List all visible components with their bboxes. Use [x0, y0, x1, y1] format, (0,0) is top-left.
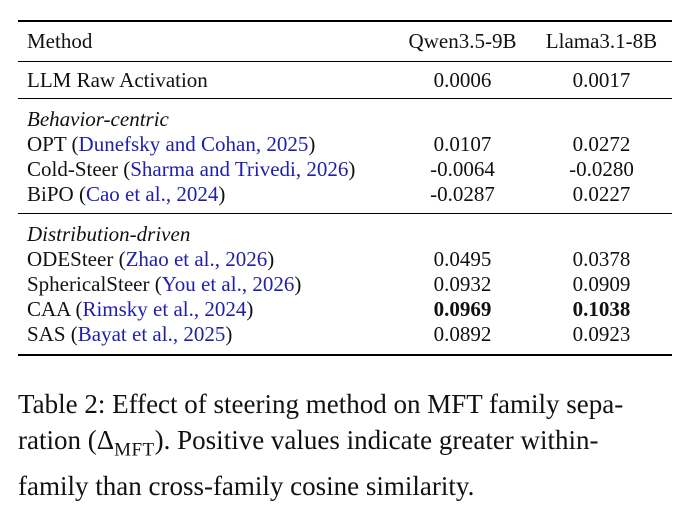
caption-line-2-start: ration (Δ [18, 425, 115, 455]
header-method: Method [27, 29, 93, 53]
raw-row-method: LLM Raw Activation [27, 68, 208, 92]
section-title-distribution: Distribution-driven [27, 222, 191, 246]
table-cell-qwen-best: 0.0969 [433, 297, 492, 321]
table-cell-llama: 0.0923 [572, 322, 631, 346]
method-name: SphericalSteer [27, 272, 150, 296]
raw-row-qwen: 0.0006 [433, 68, 492, 92]
paren-open: ( [66, 132, 79, 156]
table-cell-qwen: 0.0932 [433, 272, 492, 296]
citation-link[interactable]: You et al., 2026 [161, 272, 295, 296]
caption-line-2-end: ). Positive values indicate greater with… [154, 425, 599, 455]
raw-row-llama: 0.0017 [572, 68, 631, 92]
section-rule-1 [18, 98, 672, 99]
method-name: Cold-Steer [27, 157, 118, 181]
delta-subscript: MFT [114, 439, 155, 461]
table-row-method: BiPO (Cao et al., 2024) [27, 182, 225, 206]
citation-link[interactable]: Dunefsky and Cohan, 2025 [78, 132, 309, 156]
table-cell-llama: -0.0280 [569, 157, 634, 181]
table-bottom-rule [18, 354, 672, 356]
table-cell-qwen: -0.0064 [430, 157, 495, 181]
table-row-method: OPT (Dunefsky and Cohan, 2025) [27, 132, 315, 156]
paren-close: ) [348, 157, 356, 181]
citation-link[interactable]: Sharma and Trivedi, 2026 [130, 157, 349, 181]
paren-close: ) [294, 272, 302, 296]
caption-line-1: Table 2: Effect of steering method on MF… [18, 389, 624, 419]
table-cell-llama: 0.0227 [572, 182, 631, 206]
table-cell-llama: 0.0378 [572, 247, 631, 271]
table-cell-qwen: 0.0495 [433, 247, 492, 271]
citation-link[interactable]: Rimsky et al., 2024 [82, 297, 247, 321]
table-cell-qwen: 0.0892 [433, 322, 492, 346]
table-row-method: SAS (Bayat et al., 2025) [27, 322, 232, 346]
paren-open: ( [73, 182, 86, 206]
citation-link[interactable]: Bayat et al., 2025 [77, 322, 226, 346]
table-row-method: Cold-Steer (Sharma and Trivedi, 2026) [27, 157, 355, 181]
header-rule [18, 61, 672, 62]
paren-open: ( [70, 297, 83, 321]
method-name: BiPO [27, 182, 74, 206]
table-cell-qwen: -0.0287 [430, 182, 495, 206]
header-qwen: Qwen3.5-9B [408, 29, 517, 53]
method-name: CAA [27, 297, 71, 321]
paren-open: ( [65, 322, 78, 346]
paren-close: ) [308, 132, 316, 156]
table-cell-llama: 0.0909 [572, 272, 631, 296]
caption-line-2: ration (ΔMFT). Positive values indicate … [18, 422, 678, 468]
citation-link[interactable]: Zhao et al., 2026 [125, 247, 268, 271]
method-name: OPT [27, 132, 67, 156]
table-row-method: CAA (Rimsky et al., 2024) [27, 297, 253, 321]
paren-close: ) [225, 322, 233, 346]
table-caption: Table 2: Effect of steering method on MF… [18, 386, 678, 504]
paren-close: ) [267, 247, 275, 271]
section-title-behavior: Behavior-centric [27, 107, 169, 131]
caption-line-3: family than cross-family cosine similari… [18, 471, 475, 502]
header-llama: Llama3.1-8B [545, 29, 658, 53]
table-cell-qwen: 0.0107 [433, 132, 492, 156]
table-cell-llama: 0.0272 [572, 132, 631, 156]
table-cell-llama-best: 0.1038 [572, 297, 631, 321]
paren-close: ) [218, 182, 226, 206]
table-top-rule [18, 20, 672, 22]
method-name: SAS [27, 322, 66, 346]
paren-open: ( [117, 157, 131, 181]
table-row-method: SphericalSteer (You et al., 2026) [27, 272, 301, 296]
citation-link[interactable]: Cao et al., 2024 [85, 182, 219, 206]
paren-close: ) [246, 297, 254, 321]
paren-open: ( [149, 272, 162, 296]
table-row-method: ODESteer (Zhao et al., 2026) [27, 247, 274, 271]
section-rule-2 [18, 213, 672, 214]
paren-open: ( [113, 247, 126, 271]
method-name: ODESteer [27, 247, 114, 271]
